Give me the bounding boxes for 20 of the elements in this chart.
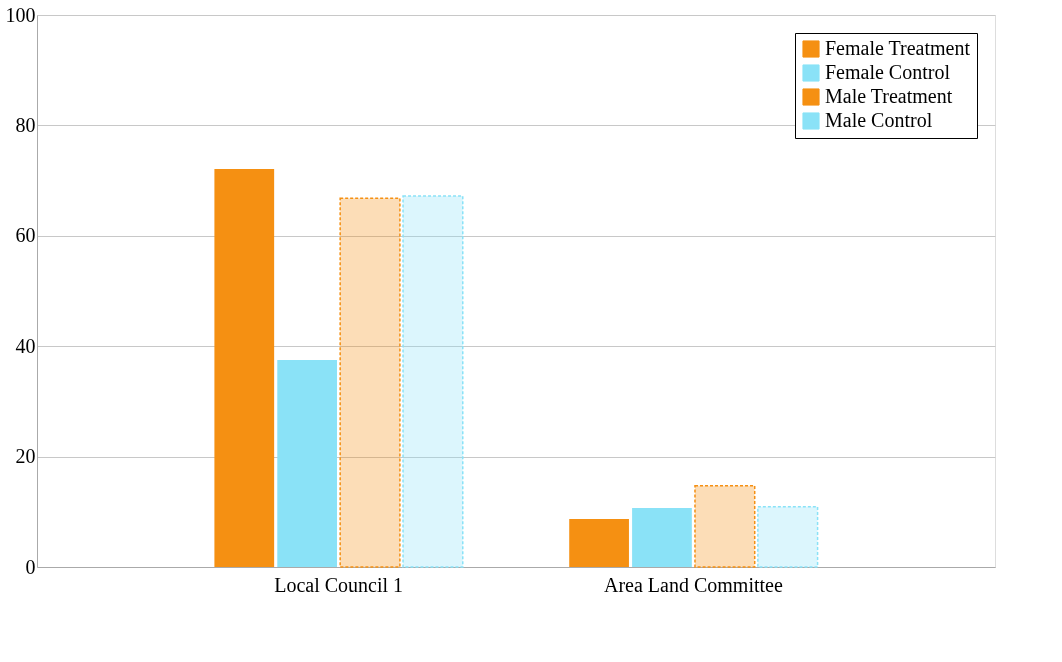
bar bbox=[214, 169, 275, 567]
y-tick-label: 100 bbox=[5, 3, 36, 26]
bar bbox=[694, 485, 756, 568]
bar bbox=[632, 507, 692, 567]
y-tick-label: 60 bbox=[15, 224, 36, 247]
bar bbox=[277, 360, 338, 567]
legend-label: Female Control bbox=[825, 61, 951, 83]
y-tick-label: 0 bbox=[25, 555, 36, 578]
bar bbox=[402, 195, 464, 568]
y-tick-label: 20 bbox=[15, 445, 36, 468]
legend-label: Male Control bbox=[825, 109, 933, 131]
y-tick-label: 80 bbox=[15, 113, 36, 136]
legend-label: Female Treatment bbox=[825, 37, 971, 59]
x-tick-label: Local Council 1 bbox=[274, 573, 404, 596]
bar bbox=[339, 197, 401, 568]
bar bbox=[569, 518, 629, 567]
y-tick-label: 40 bbox=[15, 334, 36, 357]
x-tick-label: Area Land Committee bbox=[603, 573, 783, 596]
bar bbox=[757, 506, 819, 568]
legend-label: Male Treatment bbox=[825, 85, 953, 107]
